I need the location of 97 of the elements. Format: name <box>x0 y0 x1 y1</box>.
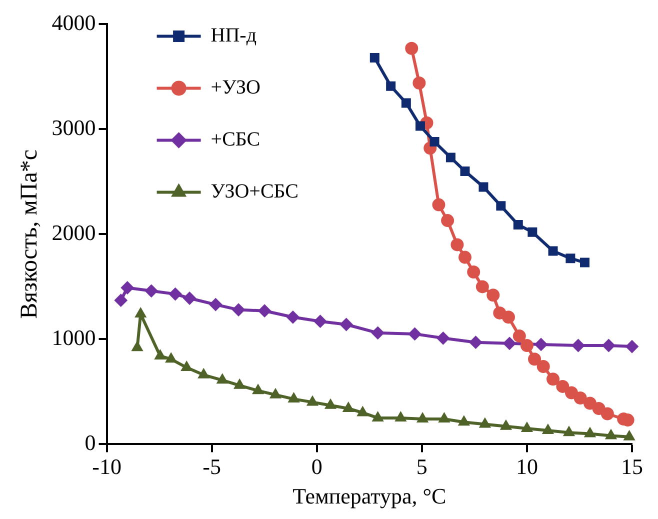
point <box>324 398 336 409</box>
point <box>626 340 638 354</box>
point <box>370 53 380 63</box>
point <box>270 388 282 398</box>
point <box>436 332 450 345</box>
point <box>478 182 488 192</box>
point <box>395 411 406 422</box>
point <box>314 314 327 328</box>
point <box>574 392 587 404</box>
x-tick-label: -10 <box>92 454 122 480</box>
point <box>134 308 146 318</box>
point <box>408 327 422 340</box>
point <box>546 372 560 386</box>
point <box>602 339 616 352</box>
x-tick-label: -5 <box>202 454 222 480</box>
point <box>605 429 617 440</box>
point <box>340 318 353 331</box>
point <box>114 294 128 307</box>
point <box>520 339 534 352</box>
point <box>496 201 506 211</box>
point <box>600 407 614 420</box>
point <box>288 392 300 403</box>
point <box>528 352 542 366</box>
x-axis-title: Температура, °C <box>292 484 446 509</box>
point <box>430 137 440 147</box>
x-tick-label: 0 <box>311 454 322 480</box>
legend-label: УЗО+СБС <box>210 180 298 202</box>
y-tick-label: 3000 <box>52 114 96 140</box>
legend-label: +УЗО <box>210 76 260 98</box>
point <box>154 350 166 360</box>
point <box>342 402 354 412</box>
point <box>572 339 585 352</box>
point <box>144 284 158 298</box>
point <box>521 422 533 432</box>
point <box>476 280 489 294</box>
legend-label: НП-д <box>210 24 257 46</box>
point <box>446 152 456 162</box>
point <box>356 406 368 416</box>
point <box>486 288 500 302</box>
point <box>502 310 515 324</box>
point <box>536 360 550 373</box>
point <box>132 341 143 352</box>
point <box>450 238 464 252</box>
x-tick-label: 15 <box>621 454 643 480</box>
point <box>513 220 523 230</box>
point <box>198 368 210 378</box>
point <box>168 288 182 301</box>
y-tick-label: 1000 <box>52 324 96 350</box>
point <box>479 418 491 428</box>
point <box>500 420 512 430</box>
point <box>234 378 246 389</box>
point <box>286 310 300 324</box>
legend-label: +СБС <box>210 128 260 150</box>
point <box>386 81 396 91</box>
y-tick-label: 2000 <box>52 220 96 245</box>
point <box>258 304 272 318</box>
point <box>469 336 482 349</box>
point <box>209 298 222 312</box>
point <box>556 380 570 393</box>
point <box>232 303 246 316</box>
point <box>415 121 425 131</box>
point <box>584 427 596 438</box>
point <box>528 227 538 237</box>
x-tick-label: 10 <box>516 454 538 480</box>
point <box>458 250 472 264</box>
point <box>183 292 196 305</box>
point <box>416 412 428 422</box>
y-tick-label: 4000 <box>52 10 96 35</box>
y-axis-title: Вязкость, мПа*с <box>16 149 43 319</box>
point <box>542 424 554 434</box>
point <box>405 42 418 55</box>
point <box>252 384 264 394</box>
point <box>563 426 575 436</box>
point <box>412 76 426 90</box>
point <box>458 416 470 426</box>
point <box>165 352 177 363</box>
y-tick-label: 0 <box>84 430 96 455</box>
point <box>216 374 228 384</box>
point <box>460 166 470 176</box>
point <box>438 412 450 422</box>
point <box>441 214 454 228</box>
point <box>401 98 411 108</box>
point <box>512 330 526 343</box>
point <box>548 246 558 256</box>
point <box>180 361 192 372</box>
point <box>503 336 516 350</box>
point <box>566 254 576 264</box>
point <box>624 430 635 440</box>
x-tick-label: 5 <box>416 454 428 480</box>
point <box>467 266 480 278</box>
point <box>534 338 548 351</box>
point <box>580 258 590 268</box>
point <box>432 198 446 212</box>
point <box>120 281 134 294</box>
point <box>372 411 384 422</box>
point <box>371 326 384 340</box>
point <box>306 396 318 406</box>
